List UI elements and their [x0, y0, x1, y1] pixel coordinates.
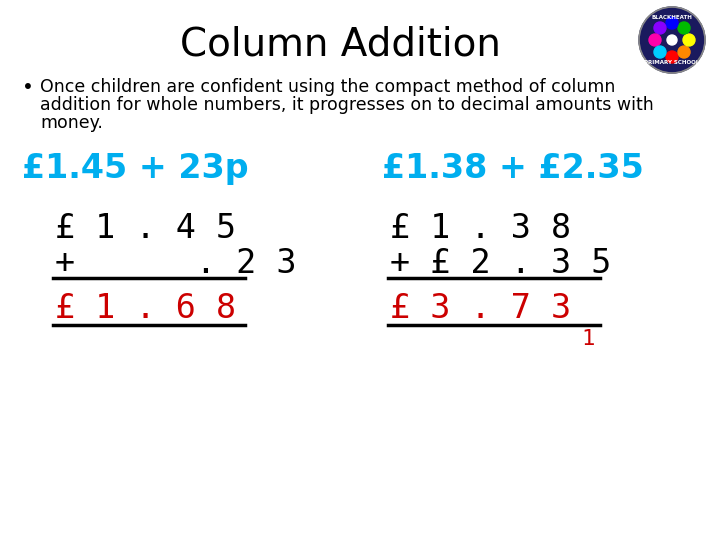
Circle shape — [666, 51, 678, 63]
Text: money.: money. — [40, 114, 103, 132]
Text: £ 1 . 6 8: £ 1 . 6 8 — [55, 292, 236, 325]
Text: £ 1 . 4 5: £ 1 . 4 5 — [55, 212, 236, 245]
Text: £1.38 + £2.35: £1.38 + £2.35 — [382, 152, 644, 185]
Text: •: • — [22, 78, 34, 97]
Text: Once children are confident using the compact method of column: Once children are confident using the co… — [40, 78, 616, 96]
Circle shape — [683, 34, 695, 46]
Circle shape — [649, 34, 661, 46]
Text: PRIMARY SCHOOL: PRIMARY SCHOOL — [644, 60, 700, 65]
Text: +      . 2 3: + . 2 3 — [55, 247, 297, 280]
Text: 1: 1 — [582, 329, 595, 349]
Circle shape — [654, 46, 666, 58]
Text: addition for whole numbers, it progresses on to decimal amounts with: addition for whole numbers, it progresse… — [40, 96, 654, 114]
Text: £ 3 . 7 3: £ 3 . 7 3 — [390, 292, 571, 325]
Circle shape — [666, 17, 678, 29]
Text: + £ 2 . 3 5: + £ 2 . 3 5 — [390, 247, 611, 280]
Text: £ 1 . 3 8: £ 1 . 3 8 — [390, 212, 571, 245]
Circle shape — [654, 22, 666, 34]
Circle shape — [667, 35, 677, 45]
Text: £1.45 + 23p: £1.45 + 23p — [22, 152, 248, 185]
Circle shape — [678, 22, 690, 34]
Circle shape — [639, 7, 705, 73]
Text: BLACKHEATH: BLACKHEATH — [652, 15, 693, 20]
Circle shape — [678, 46, 690, 58]
Text: Column Addition: Column Addition — [179, 25, 500, 63]
